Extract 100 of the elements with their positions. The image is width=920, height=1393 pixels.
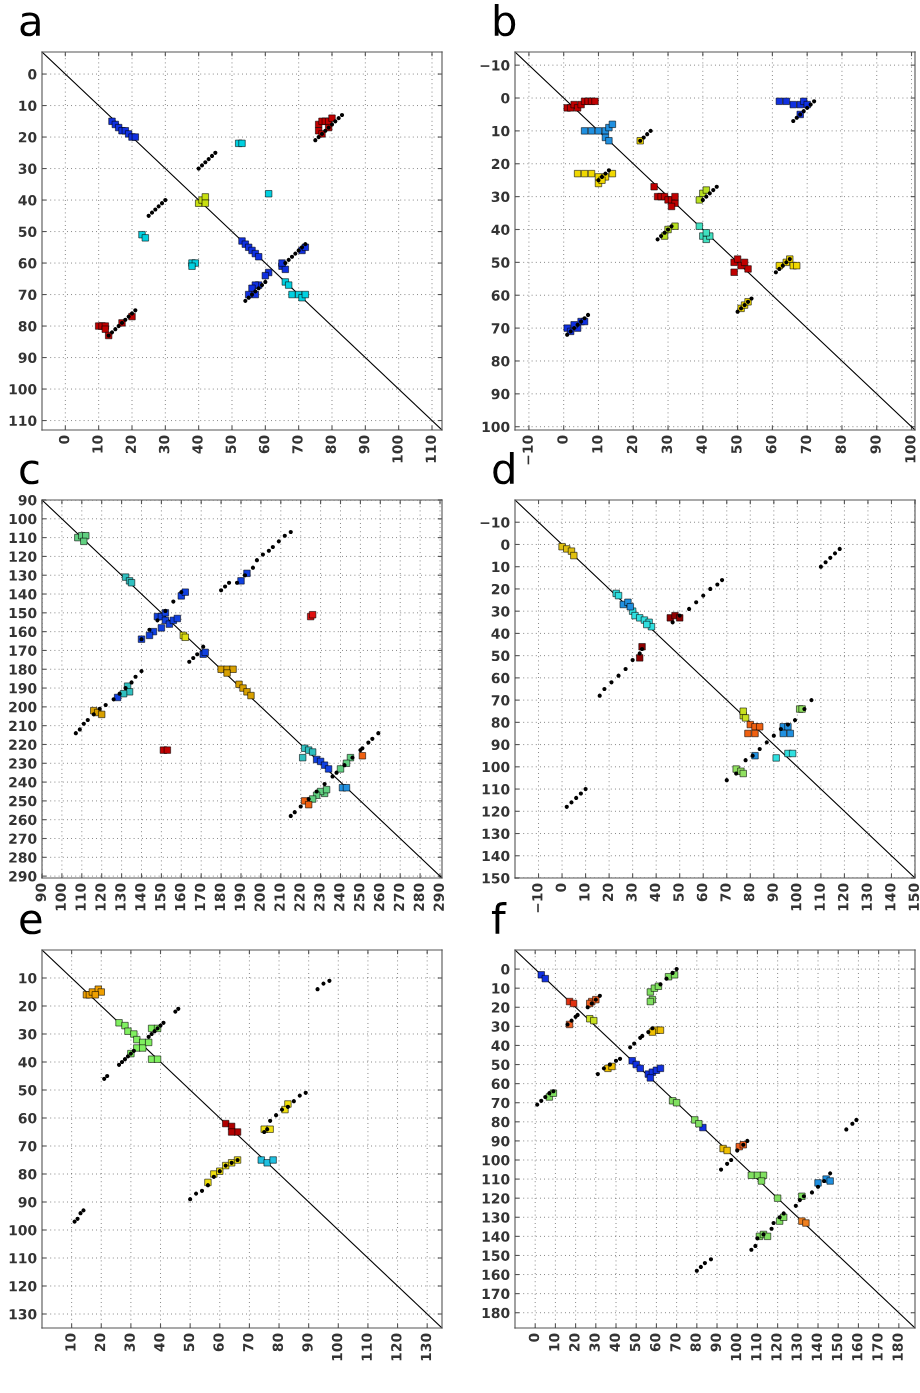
y-tick-label: 0 xyxy=(28,69,37,80)
x-tick-label: 40 xyxy=(649,883,661,902)
x-tick-label: −10 xyxy=(532,883,543,913)
x-tick-label: 60 xyxy=(696,883,708,902)
x-tick-label: 30 xyxy=(589,1333,600,1352)
y-tick-label: 150 xyxy=(482,872,510,884)
y-tick-label: 60 xyxy=(18,258,37,269)
y-tick-label: 100 xyxy=(482,761,510,773)
y-tick-label: 140 xyxy=(482,850,510,862)
x-tick-label: 10 xyxy=(592,435,603,453)
x-tick-label: 100 xyxy=(392,435,403,463)
x-tick-label: 50 xyxy=(225,435,237,454)
x-tick-label: 120 xyxy=(771,1333,782,1361)
chart-title: c xyxy=(20,460,39,485)
y-tick-label: 290 xyxy=(9,871,37,882)
x-tick-label: 120 xyxy=(391,1333,402,1361)
y-tick-label: 100 xyxy=(9,1224,37,1236)
x-tick-label: 10 xyxy=(548,1333,560,1351)
y-tick-label: 100 xyxy=(482,1154,510,1166)
y-tick-label: 70 xyxy=(18,1140,37,1152)
y-tick-label: 100 xyxy=(482,421,510,433)
x-tick-label: 10 xyxy=(92,435,103,453)
y-tick-label: 40 xyxy=(18,195,37,206)
y-tick-label: 60 xyxy=(491,290,510,301)
y-tick-label: 0 xyxy=(501,964,510,975)
y-tick-label: 90 xyxy=(18,352,37,364)
x-tick-label: 110 xyxy=(814,883,825,911)
x-tick-label: 20 xyxy=(569,1333,580,1352)
y-tick-label: 210 xyxy=(9,720,37,732)
x-tick-label: 30 xyxy=(661,435,673,454)
x-tick-label: 120 xyxy=(95,883,106,911)
x-tick-label: 60 xyxy=(649,1333,661,1352)
y-tick-label: 50 xyxy=(18,1084,37,1096)
x-tick-label: 0 xyxy=(557,435,568,444)
chart-title: d xyxy=(493,452,514,485)
x-tick-label: 0 xyxy=(528,1333,540,1342)
y-tick-label: 280 xyxy=(9,852,37,863)
y-tick-label: 40 xyxy=(491,224,510,235)
y-tick-label: 90 xyxy=(18,1196,37,1208)
x-tick-label: 110 xyxy=(425,435,437,463)
x-tick-label: 110 xyxy=(750,1333,762,1361)
y-tick-label: 40 xyxy=(491,628,510,639)
chart-title: f xyxy=(491,902,507,934)
y-tick-label: 90 xyxy=(491,739,510,751)
x-tick-label: 20 xyxy=(94,1333,106,1352)
x-tick-label: 80 xyxy=(325,435,337,454)
y-tick-label: 140 xyxy=(9,589,37,600)
x-tick-label: 70 xyxy=(292,435,303,454)
x-tick-label: 170 xyxy=(194,883,206,911)
y-tick-label: 110 xyxy=(9,1252,37,1264)
y-tick-label: 110 xyxy=(9,415,37,427)
y-tick-label: 70 xyxy=(491,323,510,334)
x-tick-label: −10 xyxy=(522,435,533,465)
x-tick-label: 0 xyxy=(58,435,70,444)
x-tick-label: 60 xyxy=(213,1333,224,1352)
x-tick-label: 10 xyxy=(65,1333,76,1351)
y-tick-label: 140 xyxy=(482,1231,510,1242)
x-tick-label: 0 xyxy=(555,883,567,892)
x-tick-label: 20 xyxy=(626,435,638,454)
x-tick-label: 110 xyxy=(75,883,86,911)
x-tick-label: 30 xyxy=(158,435,170,454)
x-tick-label: 70 xyxy=(800,435,812,454)
y-tick-label: 90 xyxy=(491,1135,510,1147)
x-tick-label: 10 xyxy=(579,883,590,901)
y-tick-label: 170 xyxy=(9,645,37,656)
y-tick-label: 230 xyxy=(9,758,37,769)
x-tick-label: 50 xyxy=(673,883,684,902)
y-tick-label: 60 xyxy=(491,1078,510,1090)
x-tick-label: 190 xyxy=(234,883,246,911)
x-tick-label: 70 xyxy=(242,1333,254,1352)
y-tick-label: 10 xyxy=(492,561,510,573)
x-tick-label: 60 xyxy=(258,435,270,454)
y-tick-label: 130 xyxy=(9,1308,37,1320)
y-tick-label: 20 xyxy=(491,158,510,170)
x-tick-label: 50 xyxy=(183,1333,195,1352)
y-tick-label: 70 xyxy=(18,289,37,301)
x-tick-label: 50 xyxy=(629,1333,641,1352)
y-tick-label: 150 xyxy=(482,1250,510,1261)
y-tick-label: 30 xyxy=(18,1028,37,1040)
x-tick-label: 130 xyxy=(115,883,126,911)
x-tick-label: 220 xyxy=(294,883,305,911)
y-tick-label: 270 xyxy=(9,833,37,844)
x-tick-label: 150 xyxy=(154,883,166,911)
x-tick-label: 230 xyxy=(314,883,325,911)
y-tick-label: 130 xyxy=(9,570,37,581)
y-tick-label: 20 xyxy=(491,1002,510,1013)
x-tick-label: 140 xyxy=(135,883,146,911)
y-tick-label: 150 xyxy=(9,607,37,619)
x-tick-label: 160 xyxy=(174,883,186,911)
y-tick-label: 50 xyxy=(491,1059,510,1071)
y-tick-label: 40 xyxy=(18,1056,37,1068)
y-tick-label: 90 xyxy=(18,494,37,506)
y-tick-label: 180 xyxy=(482,1307,510,1319)
x-tick-label: 50 xyxy=(731,435,742,454)
y-tick-label: 240 xyxy=(9,777,37,788)
x-tick-label: 100 xyxy=(331,1333,343,1361)
x-tick-label: 180 xyxy=(214,883,226,911)
x-tick-label: 80 xyxy=(690,1333,701,1352)
y-tick-label: 30 xyxy=(491,191,510,203)
y-tick-label: 0 xyxy=(501,539,510,550)
